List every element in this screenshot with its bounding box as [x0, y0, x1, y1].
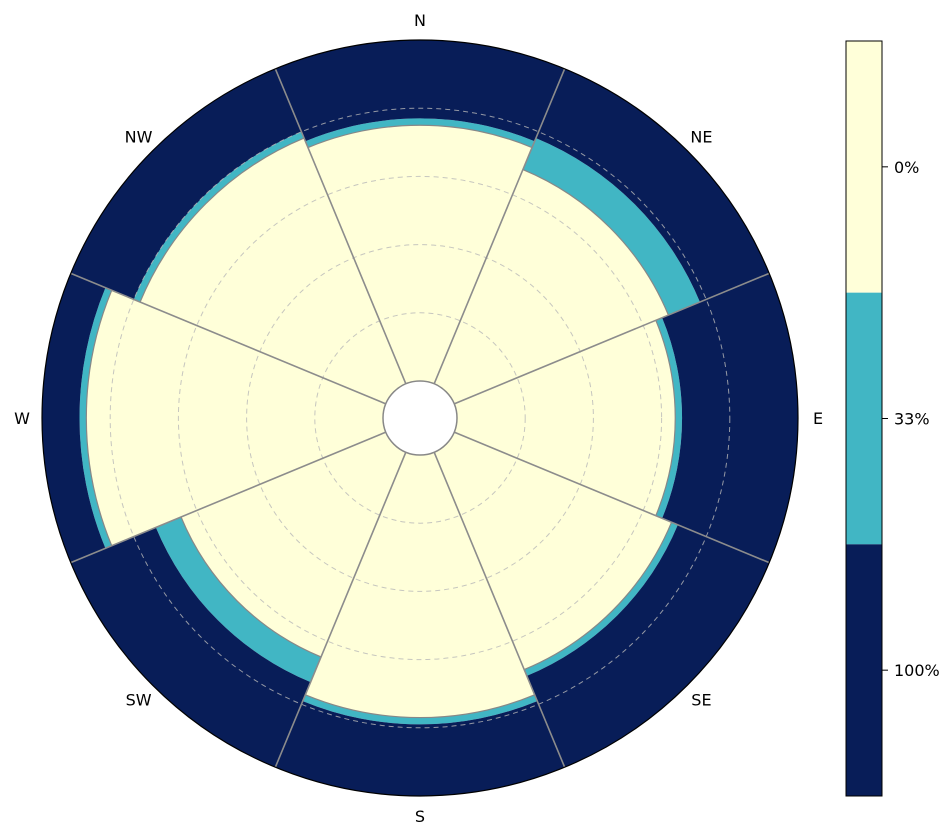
grid-spoke-4 — [274, 451, 407, 768]
sector-sw-33pct — [155, 516, 322, 683]
sector-n-100pct — [275, 40, 565, 142]
direction-label-w: W — [14, 409, 30, 428]
direction-label-s: S — [415, 807, 425, 826]
grid-ring-60 — [177, 175, 663, 661]
colorbar-segment-1 — [846, 292, 882, 545]
grid-spoke-7 — [274, 68, 407, 385]
sector-e-0pct — [454, 320, 676, 516]
sector-edge-se — [523, 521, 673, 671]
direction-label-ne: NE — [690, 128, 712, 147]
colorbar-label-1: 33% — [894, 410, 930, 429]
sector-nw-100pct — [70, 68, 302, 300]
sector-edge-s — [305, 694, 535, 719]
sector-edge-e — [655, 320, 676, 516]
colorbar: 0% 33% 100% — [845, 40, 940, 797]
colorbar-segment-2 — [846, 544, 882, 796]
sector-edge-n — [307, 124, 533, 149]
sector-edge-sw — [180, 516, 322, 658]
sector-s-33pct — [302, 694, 538, 725]
sector-w-0pct — [86, 290, 386, 546]
colorbar-frame — [845, 40, 883, 797]
sector-edge-w — [85, 290, 113, 546]
outer-rim — [41, 39, 799, 797]
grid-spoke-1 — [453, 272, 770, 405]
sector-ne-100pct — [535, 68, 770, 303]
colorbar-label-2: 100% — [894, 661, 940, 680]
colorbar-label-0: 0% — [894, 158, 919, 177]
direction-label-n: N — [414, 11, 426, 30]
sector-w-100pct — [42, 273, 106, 563]
direction-label-nw: NW — [125, 128, 153, 147]
grid-spoke-0 — [433, 68, 566, 385]
sector-nw-0pct — [140, 138, 406, 404]
grid-spoke-2 — [453, 431, 770, 564]
direction-label-se: SE — [691, 690, 711, 709]
grid-spoke-3 — [433, 451, 566, 768]
sector-n-33pct — [305, 118, 535, 148]
direction-label-e: E — [813, 409, 823, 428]
direction-labels: N NE E SE S SW W NW — [14, 11, 823, 826]
grid-spoke-5 — [70, 431, 387, 564]
sector-w-33pct — [79, 287, 112, 549]
direction-label-sw: SW — [126, 690, 152, 709]
grid-ring-40 — [246, 244, 594, 592]
center-hub — [382, 380, 458, 456]
grid-ring-80 — [109, 107, 731, 729]
sector-sw-100pct — [70, 527, 311, 768]
sector-edge-nw — [139, 137, 305, 303]
sector-e-33pct — [655, 317, 683, 519]
sector-s-100pct — [275, 701, 565, 796]
center-hub-layer — [382, 380, 458, 456]
grid-spoke-6 — [70, 272, 387, 405]
sector-s-0pct — [305, 452, 535, 718]
colorbar-segment-0 — [846, 41, 882, 293]
grid-ring-20 — [314, 312, 526, 524]
sector-edge-ne — [522, 169, 669, 316]
sector-n-0pct — [307, 125, 533, 384]
sector-se-100pct — [526, 524, 770, 768]
sector-ne-33pct — [522, 138, 700, 316]
grid-layer — [41, 39, 799, 797]
